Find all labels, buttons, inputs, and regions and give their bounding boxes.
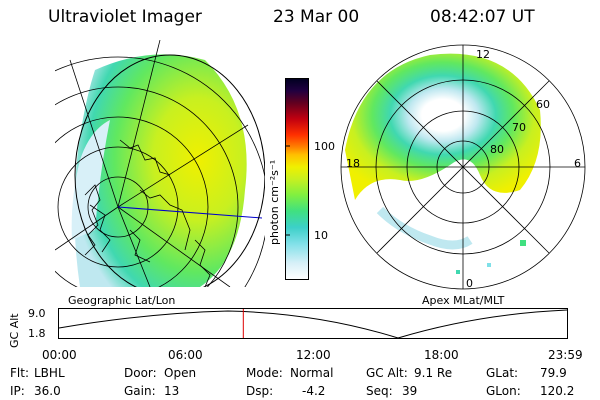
auroral-oval-nightside <box>376 206 473 250</box>
mlt-label-12: 12 <box>476 48 490 61</box>
mode-label: Mode: <box>246 366 283 380</box>
timeline-xtick-0: 00:00 <box>42 348 77 362</box>
flt-label: Flt: <box>10 366 29 380</box>
timeline-xtick-4: 23:59 <box>548 348 583 362</box>
colorbar-tick-100: 100 <box>314 140 335 153</box>
dsp-label: Dsp: <box>246 384 274 398</box>
left-terminator-line <box>117 206 263 219</box>
observation-time: 08:42:07 UT <box>430 7 535 27</box>
left-emission-region <box>74 54 247 287</box>
right-map-caption: Apex MLat/MLT <box>422 294 505 307</box>
mlt-label-18: 18 <box>346 157 360 170</box>
instrument-title: Ultraviolet Imager <box>48 7 202 27</box>
timeline-xtick-1: 06:00 <box>168 348 203 362</box>
colorbar <box>285 78 309 280</box>
gain-label: Gain: <box>124 384 156 398</box>
emission-patch-3 <box>487 263 491 267</box>
left-coastlines <box>84 139 211 287</box>
ip-value: 36.0 <box>34 384 61 398</box>
glon-value: 120.2 <box>540 384 575 398</box>
timeline-ytick-bottom: 1.8 <box>28 327 46 340</box>
mlt-label-0: 0 <box>466 277 473 290</box>
gain-value: 13 <box>164 384 180 398</box>
observation-date: 23 Mar 00 <box>273 7 360 27</box>
ip-label: IP: <box>10 384 25 398</box>
mlt-spokes <box>341 45 585 289</box>
glat-label: GLat: <box>486 366 519 380</box>
colorbar-tick-10: 10 <box>314 229 328 242</box>
altitude-curve <box>58 309 568 339</box>
timeline-plot <box>58 308 568 339</box>
gcalt-label: GC Alt: <box>366 366 408 380</box>
mlat-label-60: 60 <box>536 98 550 111</box>
left-lat-circles <box>55 56 265 287</box>
timeline-xtick-3: 18:00 <box>424 348 459 362</box>
left-earth-limb <box>74 54 265 287</box>
gcalt-value: 9.1 Re <box>414 366 453 380</box>
timeline-ylabel: GC Alt <box>8 313 21 348</box>
mode-value: Normal <box>290 366 334 380</box>
left-dayside-fringe <box>71 120 110 240</box>
dsp-value: -4.2 <box>302 384 326 398</box>
door-value: Open <box>164 366 197 380</box>
auroral-oval-dayside <box>345 53 541 200</box>
mlt-label-6: 6 <box>574 157 581 170</box>
left-lon-lines <box>55 40 249 287</box>
emission-patch-2 <box>456 270 460 274</box>
glat-value: 79.9 <box>540 366 567 380</box>
mlat-label-80: 80 <box>490 143 504 156</box>
glon-label: GLon: <box>486 384 521 398</box>
timeline-xtick-2: 12:00 <box>296 348 331 362</box>
door-label: Door: <box>124 366 157 380</box>
left-map-caption: Geographic Lat/Lon <box>68 294 176 307</box>
mlat-label-70: 70 <box>512 121 526 134</box>
timeline-ytick-top: 9.0 <box>28 307 46 320</box>
seq-label: Seq: <box>366 384 393 398</box>
seq-value: 39 <box>402 384 418 398</box>
flt-value: LBHL <box>34 366 65 380</box>
timeline-frame <box>58 308 568 339</box>
emission-patch-1 <box>520 240 526 246</box>
